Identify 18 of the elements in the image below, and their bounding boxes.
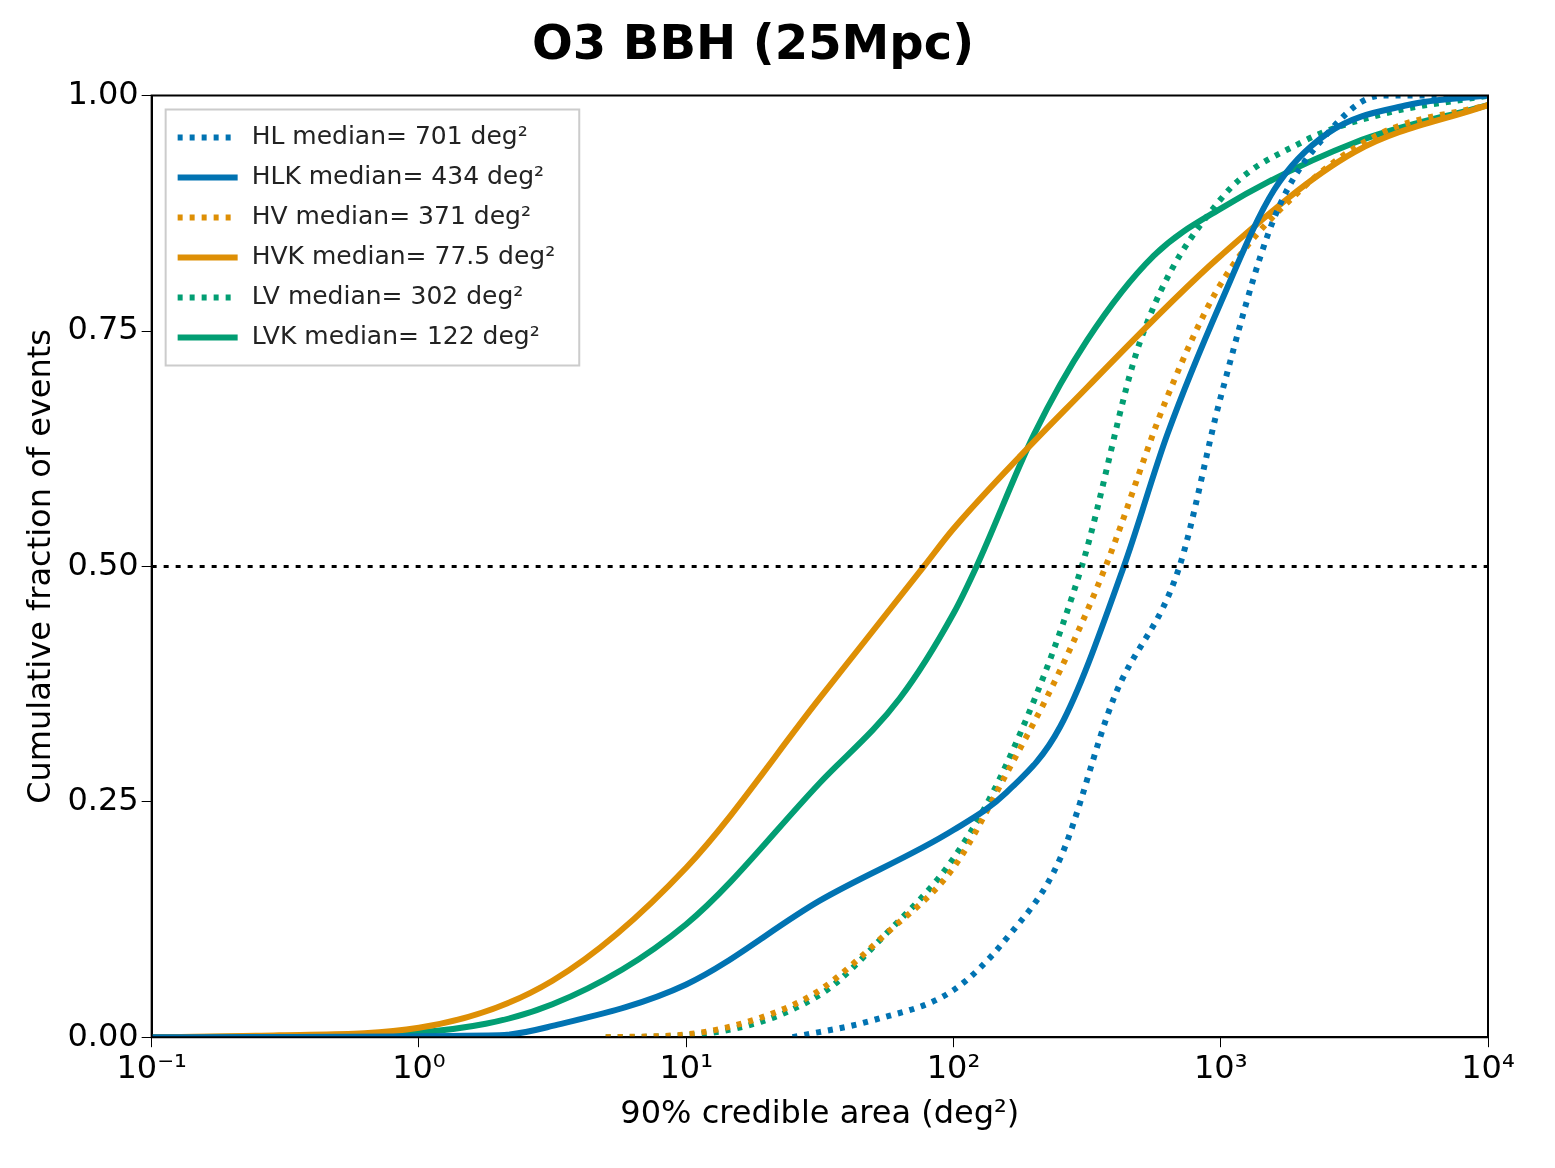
legend-label: HV median= 371 deg² (251, 201, 531, 231)
x-tick-label: 10² (926, 1047, 981, 1086)
legend-label: HVK median= 77.5 deg² (251, 241, 556, 271)
x-tick-label: 10¹ (659, 1047, 713, 1086)
x-tick-label: 10³ (1193, 1047, 1248, 1086)
legend-label: HL median= 701 deg² (251, 121, 528, 151)
legend-label: LV median= 302 deg² (251, 281, 524, 311)
x-tick-label: 10⁴ (1461, 1047, 1515, 1086)
y-tick-label: 0.25 (67, 780, 139, 819)
x-axis-title: 90% credible area (deg²) (620, 1093, 1020, 1132)
y-tick-label: 1.00 (67, 73, 139, 112)
y-axis-title: Cumulative fraction of events (19, 329, 58, 804)
chart-title: O3 BBH (25Mpc) (531, 14, 975, 71)
legend-label: HLK median= 434 deg² (251, 161, 545, 191)
x-tick-label: 10⁰ (392, 1047, 446, 1086)
y-tick-label: 0.50 (67, 544, 139, 583)
legend-label: LVK median= 122 deg² (251, 321, 540, 351)
y-tick-label: 0.75 (67, 309, 139, 348)
